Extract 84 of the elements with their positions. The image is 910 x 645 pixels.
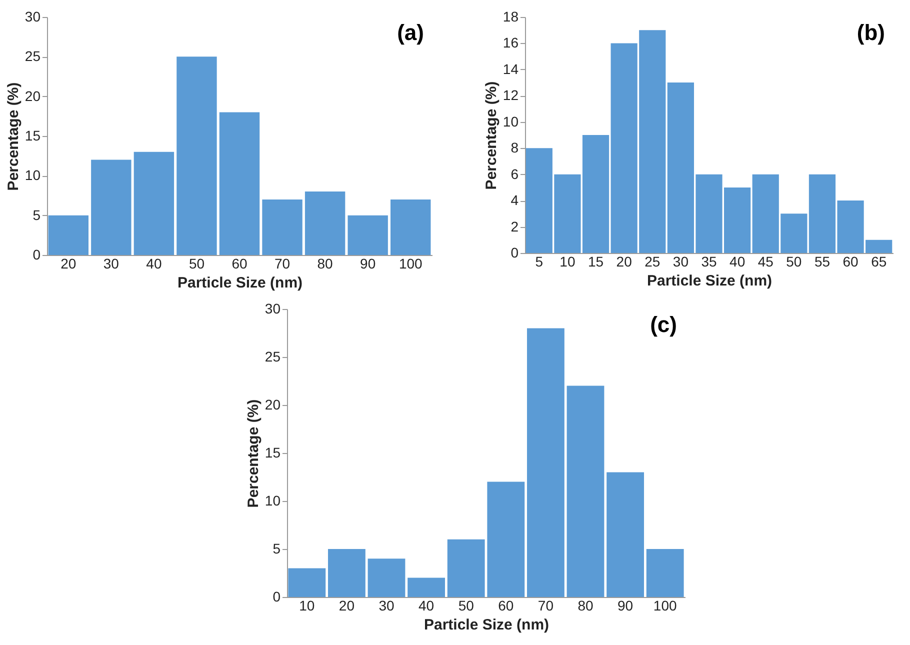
y-tick-label: 18 — [502, 8, 519, 24]
y-tick-label: 20 — [24, 88, 41, 104]
y-tick-label: 4 — [510, 192, 519, 208]
bar — [134, 152, 174, 255]
x-tick-label: 65 — [871, 254, 887, 270]
bar — [328, 549, 366, 597]
annotation: (c) — [650, 312, 677, 337]
y-tick-label: 14 — [502, 60, 519, 77]
bar — [408, 578, 446, 597]
x-tick-label: 50 — [458, 598, 474, 614]
x-tick-label: 10 — [560, 254, 576, 270]
x-tick-label: 30 — [103, 256, 120, 272]
bar — [368, 558, 406, 597]
bar — [526, 328, 564, 597]
x-tick-label: 30 — [378, 598, 394, 614]
y-tick-label: 30 — [264, 300, 281, 316]
x-tick-label: 20 — [60, 256, 76, 272]
y-axis-title: Percentage (%) — [482, 81, 500, 190]
bar — [566, 386, 604, 597]
y-tick-label: 5 — [272, 540, 281, 556]
x-axis-title: Particle Size (nm) — [424, 616, 550, 634]
x-tick-label: 20 — [338, 598, 355, 614]
x-tick-label: 5 — [535, 254, 544, 270]
x-tick-label: 45 — [758, 254, 774, 270]
x-tick-label: 60 — [498, 598, 514, 614]
x-tick-label: 15 — [588, 254, 604, 270]
y-axis-title: Percentage (%) — [244, 399, 262, 508]
y-tick-label: 10 — [24, 167, 41, 184]
y-tick-label: 20 — [264, 396, 281, 412]
y-tick-label: 16 — [502, 34, 519, 51]
bar — [288, 568, 326, 597]
x-tick-label: 60 — [232, 256, 248, 272]
y-tick-label: 8 — [510, 140, 519, 156]
bar — [646, 549, 684, 597]
x-tick-label: 80 — [578, 598, 594, 614]
x-tick-label: 50 — [188, 256, 205, 272]
bar — [262, 199, 302, 255]
bar — [487, 482, 525, 597]
x-tick-label: 40 — [146, 256, 162, 272]
x-tick-label: 20 — [616, 254, 632, 270]
y-tick-label: 0 — [510, 244, 519, 260]
x-tick-label: 70 — [274, 256, 290, 272]
y-tick-label: 0 — [32, 246, 41, 262]
bar — [390, 199, 431, 255]
y-tick-label: 10 — [502, 113, 519, 130]
x-tick-label: 40 — [418, 598, 434, 614]
x-tick-label: 40 — [730, 254, 746, 270]
y-tick-label: 5 — [32, 206, 41, 223]
x-tick-label: 90 — [360, 256, 376, 272]
x-tick-label: 30 — [672, 254, 689, 270]
y-tick-label: 2 — [510, 218, 519, 234]
x-tick-label: 60 — [842, 254, 859, 270]
y-tick-label: 15 — [264, 444, 281, 460]
x-tick-label: 90 — [618, 598, 634, 614]
y-tick-label: 25 — [264, 348, 281, 364]
y-tick-label: 30 — [24, 8, 41, 24]
bar — [304, 192, 346, 255]
x-tick-label: 80 — [317, 256, 334, 272]
x-tick-label: 35 — [701, 254, 717, 270]
x-tick-label: 70 — [538, 598, 554, 614]
bar — [48, 215, 88, 255]
bar — [348, 215, 388, 255]
y-tick-label: 12 — [502, 87, 519, 104]
y-tick-label: 10 — [264, 492, 281, 508]
y-tick-label: 25 — [24, 48, 41, 64]
bar — [91, 160, 132, 255]
y-tick-label: 0 — [272, 588, 281, 604]
x-tick-label: 10 — [299, 598, 315, 614]
x-tick-label: 50 — [786, 254, 802, 270]
x-axis-title: Particle Size (nm) — [646, 272, 772, 290]
annotation: (a) — [397, 20, 424, 45]
x-tick-label: 100 — [653, 598, 677, 614]
annotation: (b) — [856, 20, 885, 45]
x-tick-label: 25 — [644, 254, 660, 270]
bar — [219, 112, 260, 255]
x-tick-label: 55 — [814, 254, 830, 270]
x-tick-label: 100 — [398, 256, 423, 272]
bar — [447, 539, 485, 597]
y-tick-label: 6 — [510, 166, 519, 182]
bar — [176, 56, 217, 255]
y-axis-title: Percentage (%) — [4, 82, 22, 191]
y-tick-label: 15 — [24, 128, 41, 144]
x-axis-title: Particle Size (nm) — [177, 274, 303, 292]
bar — [606, 472, 644, 597]
